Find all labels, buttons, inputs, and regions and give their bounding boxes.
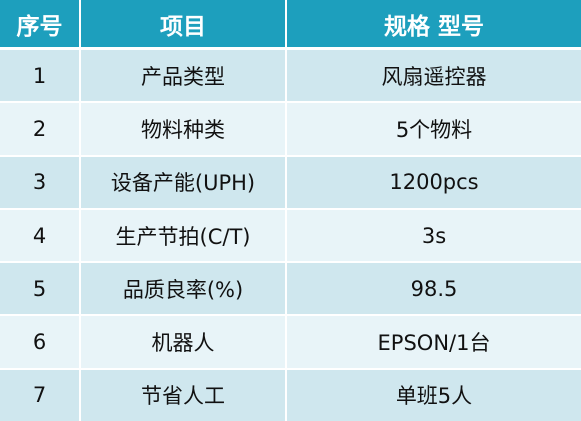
cell-spec: 98.5 <box>285 261 581 316</box>
cell-item: 产品类型 <box>79 47 286 103</box>
cell-spec: 单班5人 <box>285 367 581 421</box>
table-header-row: 序号 项目 规格 型号 <box>0 0 581 50</box>
table-row: 3 设备产能(UPH) 1200pcs <box>0 154 581 209</box>
header-item: 项目 <box>79 0 286 50</box>
table-row: 2 物料种类 5个物料 <box>0 101 581 156</box>
header-index: 序号 <box>0 0 80 50</box>
cell-item: 节省人工 <box>79 367 286 421</box>
cell-spec: 风扇遥控器 <box>285 47 581 103</box>
cell-index: 3 <box>0 154 80 209</box>
cell-index: 5 <box>0 261 80 316</box>
table-row: 1 产品类型 风扇遥控器 <box>0 47 581 103</box>
cell-item: 机器人 <box>79 314 286 369</box>
cell-item: 生产节拍(C/T) <box>79 207 286 263</box>
table-row: 5 品质良率(%) 98.5 <box>0 261 581 316</box>
table-row: 7 节省人工 单班5人 <box>0 367 581 421</box>
cell-item: 设备产能(UPH) <box>79 154 286 209</box>
cell-index: 7 <box>0 367 80 421</box>
cell-index: 2 <box>0 101 80 156</box>
header-spec: 规格 型号 <box>285 0 581 50</box>
cell-spec: 5个物料 <box>285 101 581 156</box>
cell-index: 1 <box>0 47 80 103</box>
cell-item: 品质良率(%) <box>79 261 286 316</box>
cell-index: 4 <box>0 207 80 263</box>
cell-spec: EPSON/1台 <box>285 314 581 369</box>
cell-item: 物料种类 <box>79 101 286 156</box>
cell-index: 6 <box>0 314 80 369</box>
table-row: 6 机器人 EPSON/1台 <box>0 314 581 369</box>
cell-spec: 3s <box>285 207 581 263</box>
cell-spec: 1200pcs <box>285 154 581 209</box>
table-row: 4 生产节拍(C/T) 3s <box>0 207 581 263</box>
